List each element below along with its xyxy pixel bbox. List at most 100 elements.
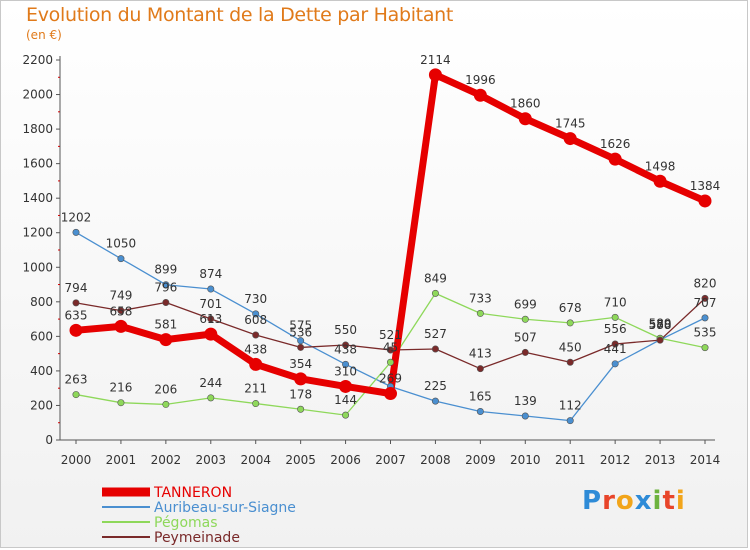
x-tick-label: 2012 (600, 453, 631, 467)
data-label: 733 (469, 291, 492, 305)
x-tick-label: 2000 (61, 453, 92, 467)
y-tick-label: 1600 (22, 157, 53, 171)
y-tick-label: 1800 (22, 122, 53, 136)
data-point (114, 319, 128, 333)
data-label: 521 (379, 328, 402, 342)
data-label: 263 (65, 373, 88, 387)
legend-label: TANNERON (153, 485, 232, 501)
data-label: 1202 (61, 210, 92, 224)
data-point (563, 132, 577, 146)
data-label: 527 (424, 327, 447, 341)
x-tick-label: 2014 (690, 453, 721, 467)
data-label: 707 (694, 296, 717, 310)
data-label: 310 (334, 364, 357, 378)
data-label: 144 (334, 393, 357, 407)
series-lines (75, 71, 707, 422)
data-label: 206 (154, 382, 177, 396)
data-label: 507 (514, 330, 537, 344)
data-label: 658 (109, 304, 132, 318)
data-label: 178 (289, 387, 312, 401)
data-point (207, 285, 215, 293)
proxiti-logo: Proxiti (582, 486, 686, 516)
data-point (521, 412, 529, 420)
logo-letter: x (634, 486, 653, 516)
data-label: 589 (649, 316, 672, 330)
data-point (476, 309, 484, 317)
data-point (342, 341, 350, 349)
y-tick-label: 0 (45, 433, 53, 447)
data-label: 1384 (690, 179, 721, 193)
data-label: 749 (109, 289, 132, 303)
data-point (72, 391, 80, 399)
data-point (698, 194, 712, 208)
data-label: 244 (199, 376, 222, 390)
y-tick-label: 200 (30, 398, 53, 412)
legend-label: Pégomas (154, 515, 218, 531)
data-point (252, 400, 260, 408)
data-label: 535 (694, 326, 717, 340)
data-point (521, 348, 529, 356)
y-tick-label: 2200 (22, 53, 53, 67)
data-label: 536 (289, 325, 312, 339)
logo-letter: o (615, 486, 635, 516)
data-point (611, 340, 619, 348)
data-label: 1626 (600, 137, 631, 151)
data-label: 45 (383, 340, 398, 354)
data-point (611, 313, 619, 321)
data-point (431, 345, 439, 353)
data-point (701, 344, 709, 352)
data-point (566, 319, 574, 327)
data-point (252, 310, 260, 318)
data-point (72, 228, 80, 236)
logo-letter: i (675, 486, 686, 516)
logo-letter: r (602, 486, 616, 516)
legend-label: Auribeau-sur-Siagne (154, 500, 296, 516)
data-point (653, 174, 667, 188)
data-point (207, 394, 215, 402)
data-point (384, 387, 397, 401)
series-points (69, 68, 712, 425)
data-point (204, 327, 218, 341)
data-label: 899 (154, 263, 177, 277)
data-point (117, 307, 125, 315)
data-label: 635 (65, 308, 88, 322)
y-tick-label: 600 (30, 329, 53, 343)
data-label: 216 (109, 381, 132, 395)
data-label: 575 (289, 319, 312, 333)
y-tick-label: 1000 (22, 260, 53, 274)
x-tick-label: 2005 (285, 453, 316, 467)
data-label: 608 (244, 313, 267, 327)
data-point (159, 333, 173, 347)
data-label: 438 (244, 342, 267, 356)
data-point (701, 314, 709, 322)
data-label: 211 (244, 382, 267, 396)
axes: 0 200 400 600 800 1000 1200 1400 1600 1800 2000 220… (22, 53, 720, 467)
data-label: 269 (379, 372, 402, 386)
data-point (518, 112, 532, 126)
data-point (117, 255, 125, 263)
data-point (473, 88, 487, 102)
data-point (476, 365, 484, 373)
data-label: 701 (199, 297, 222, 311)
data-label: 354 (289, 357, 312, 371)
x-tick-label: 2008 (420, 453, 451, 467)
data-label: 1050 (106, 237, 137, 251)
data-label: 613 (199, 312, 222, 326)
x-tick-label: 2001 (106, 453, 137, 467)
data-point (476, 407, 484, 415)
data-label: 441 (604, 342, 627, 356)
data-point (342, 360, 350, 368)
data-point (297, 343, 305, 351)
y-tick-label: 1200 (22, 226, 53, 240)
x-tick-label: 2002 (151, 453, 182, 467)
logo-letter: i (652, 486, 663, 516)
data-labels: 635 658 581 613 438 354 310 269 2114 1996 1860 1745… (61, 53, 721, 413)
y-tick-label: 800 (30, 295, 53, 309)
data-point (69, 323, 83, 337)
data-label: 678 (559, 301, 582, 315)
data-point (294, 372, 308, 386)
data-label: 1860 (510, 97, 541, 111)
x-tick-label: 2007 (375, 453, 406, 467)
data-label: 578 (649, 318, 672, 332)
